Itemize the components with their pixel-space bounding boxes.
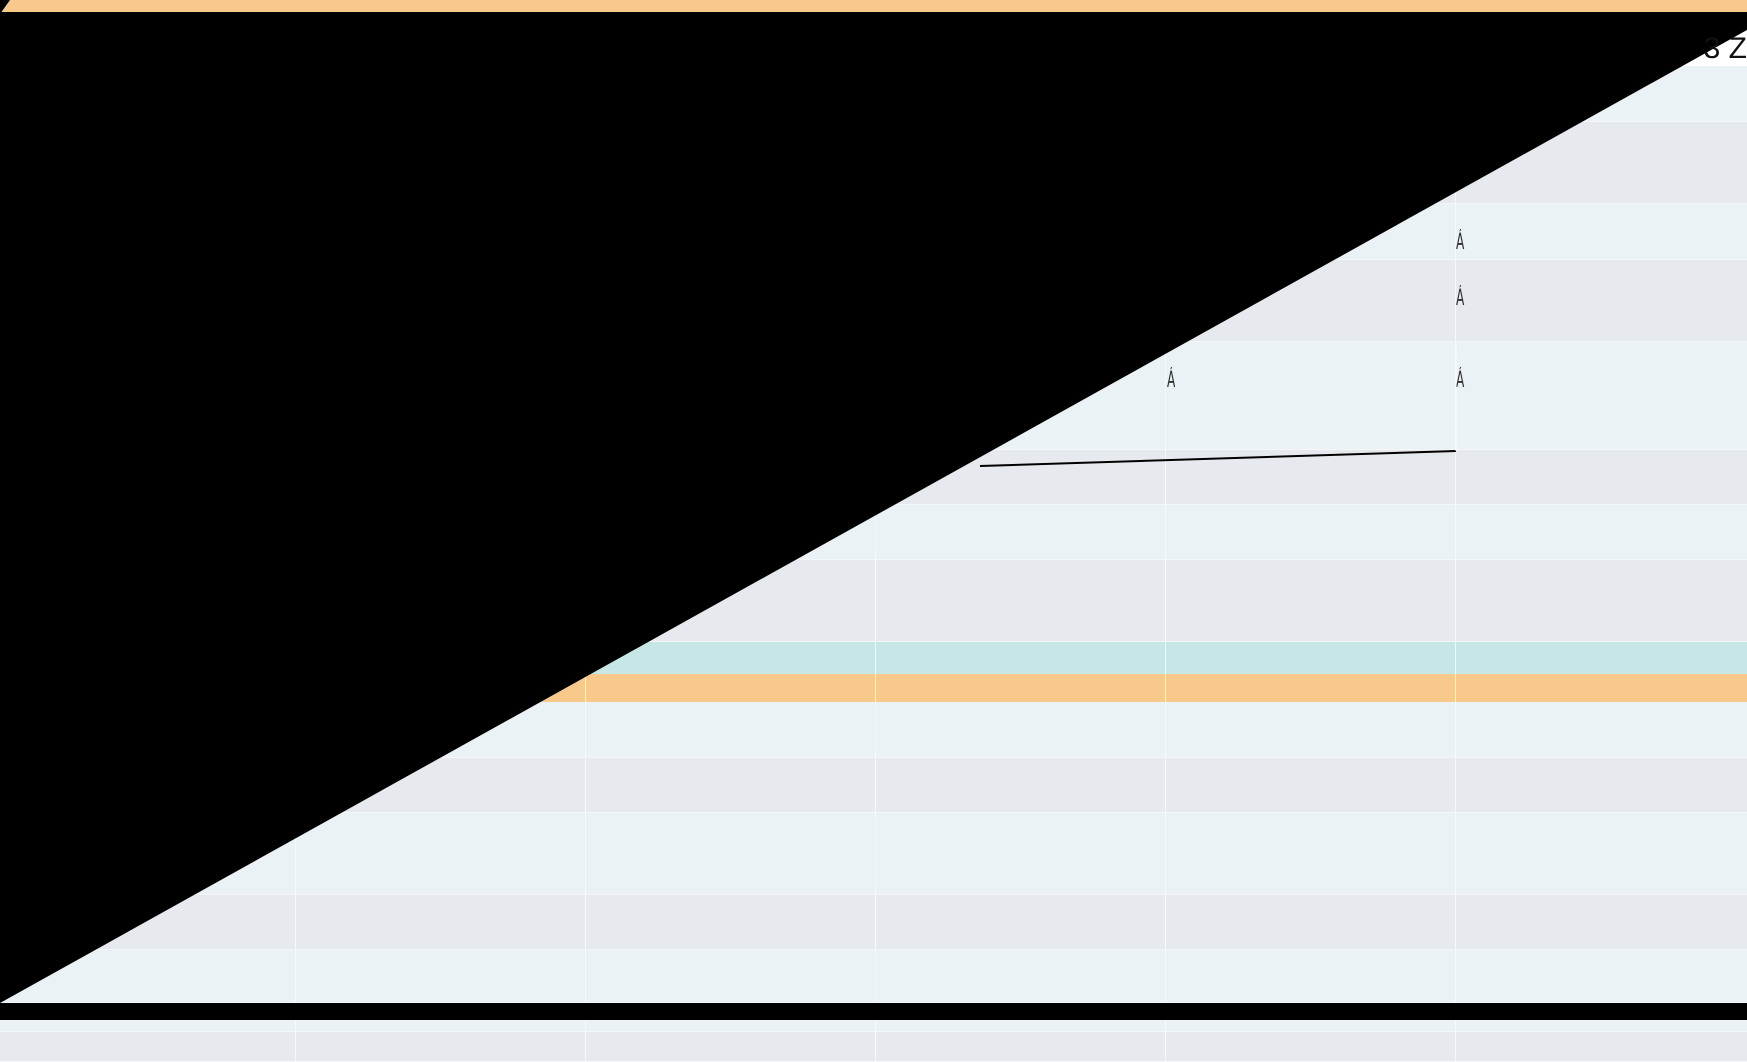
black-redaction-wedge	[0, 0, 10, 14]
cell-mark: Á	[1456, 286, 1465, 311]
bottom-black-bar	[0, 1003, 1747, 1020]
column-divider	[875, 12, 876, 1062]
table-row	[0, 1020, 1747, 1032]
top-orange-band	[0, 0, 1747, 12]
column-divider	[1455, 12, 1456, 1062]
cell-mark: Á	[1167, 368, 1176, 393]
black-redaction-triangle	[0, 12, 1747, 1003]
cell-mark: Á	[1456, 230, 1465, 255]
cell-mark: Á	[1456, 368, 1465, 393]
corner-label: 3 Z	[1703, 32, 1747, 65]
column-divider	[1165, 12, 1166, 1062]
connector-line	[979, 450, 1457, 467]
